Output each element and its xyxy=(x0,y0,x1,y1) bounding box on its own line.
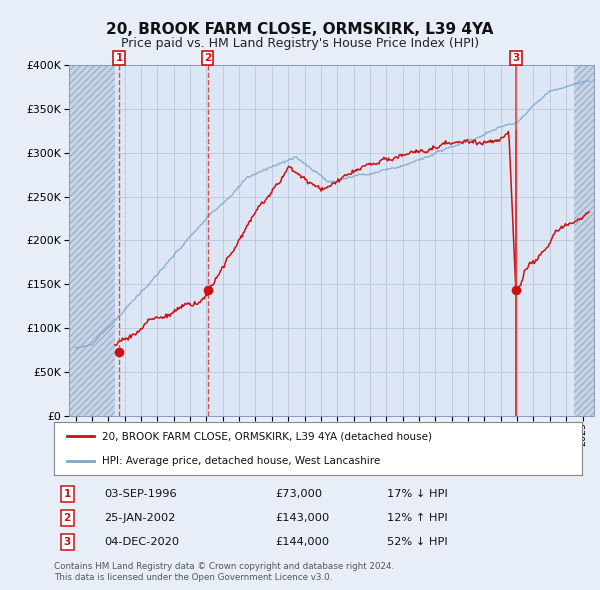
Text: 25-JAN-2002: 25-JAN-2002 xyxy=(104,513,176,523)
Text: 03-SEP-1996: 03-SEP-1996 xyxy=(104,489,177,499)
Text: 1: 1 xyxy=(116,53,123,63)
Text: 20, BROOK FARM CLOSE, ORMSKIRK, L39 4YA: 20, BROOK FARM CLOSE, ORMSKIRK, L39 4YA xyxy=(106,22,494,37)
Text: 3: 3 xyxy=(64,537,71,547)
Bar xyxy=(574,65,594,416)
Text: 3: 3 xyxy=(512,53,520,63)
Text: 17% ↓ HPI: 17% ↓ HPI xyxy=(386,489,448,499)
Bar xyxy=(69,65,115,416)
Text: Price paid vs. HM Land Registry's House Price Index (HPI): Price paid vs. HM Land Registry's House … xyxy=(121,37,479,50)
Text: 2: 2 xyxy=(64,513,71,523)
Text: 12% ↑ HPI: 12% ↑ HPI xyxy=(386,513,448,523)
Text: £144,000: £144,000 xyxy=(276,537,330,547)
Text: Contains HM Land Registry data © Crown copyright and database right 2024.: Contains HM Land Registry data © Crown c… xyxy=(54,562,394,571)
Text: £73,000: £73,000 xyxy=(276,489,323,499)
Text: 04-DEC-2020: 04-DEC-2020 xyxy=(104,537,179,547)
Text: £143,000: £143,000 xyxy=(276,513,330,523)
Text: HPI: Average price, detached house, West Lancashire: HPI: Average price, detached house, West… xyxy=(101,455,380,466)
Text: 52% ↓ HPI: 52% ↓ HPI xyxy=(386,537,448,547)
Text: 20, BROOK FARM CLOSE, ORMSKIRK, L39 4YA (detached house): 20, BROOK FARM CLOSE, ORMSKIRK, L39 4YA … xyxy=(101,431,431,441)
Text: 2: 2 xyxy=(204,53,211,63)
Text: 1: 1 xyxy=(64,489,71,499)
Text: This data is licensed under the Open Government Licence v3.0.: This data is licensed under the Open Gov… xyxy=(54,573,332,582)
